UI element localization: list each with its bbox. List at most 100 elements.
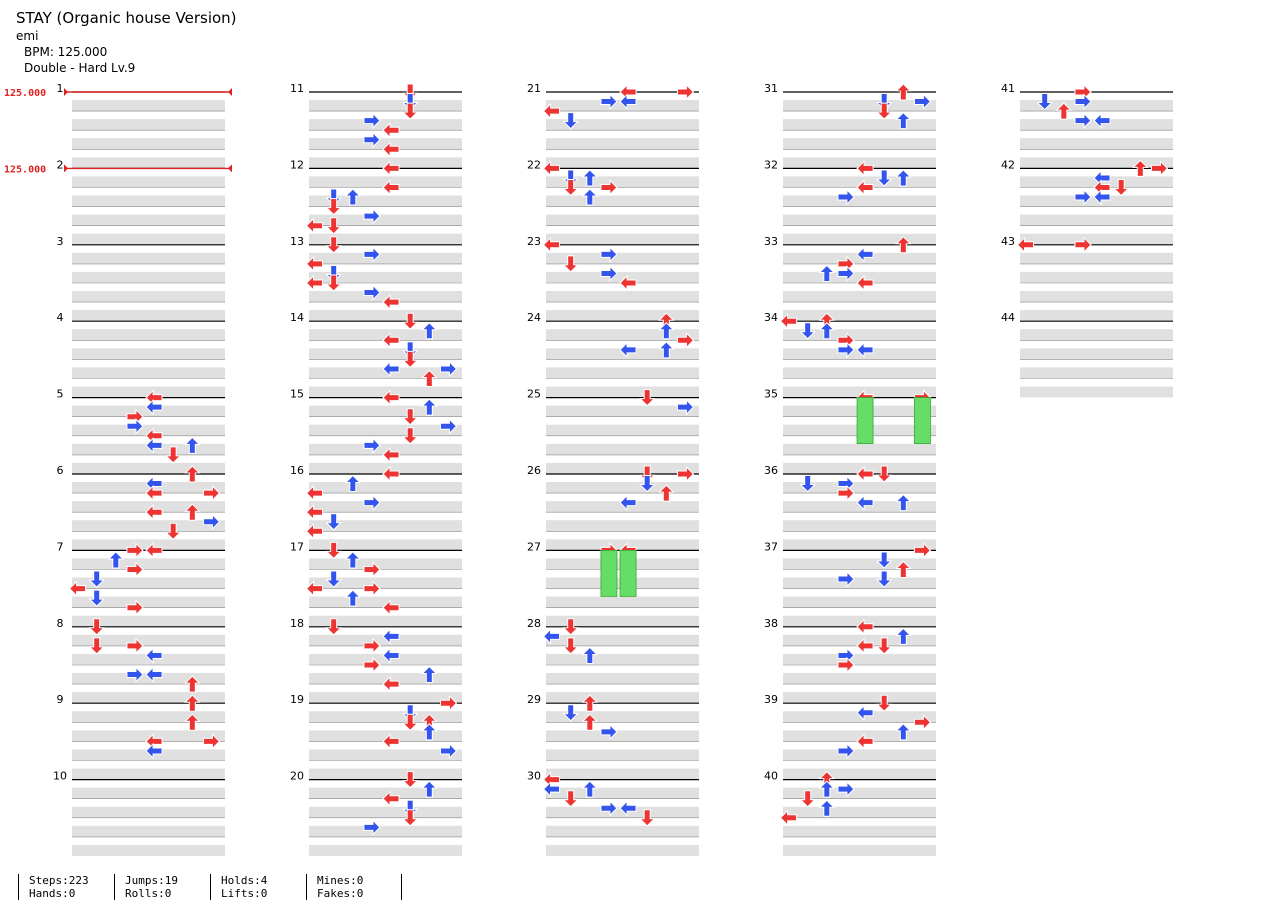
beat-band: [72, 520, 225, 532]
left-arrow-note: [382, 179, 400, 196]
measure-number: 22: [527, 158, 541, 171]
beat-band: [546, 615, 699, 627]
measure-number: 33: [764, 235, 778, 248]
down-arrow-note: [401, 427, 419, 445]
down-arrow-note: [401, 771, 419, 789]
down-arrow-note: [401, 312, 419, 330]
up-arrow-note: [344, 188, 362, 206]
beat-band: [783, 348, 936, 360]
left-arrow-note: [542, 236, 561, 254]
right-arrow-note: [363, 131, 381, 148]
right-arrow-note: [676, 332, 695, 349]
up-arrow-note: [818, 264, 836, 282]
left-arrow-note: [382, 389, 400, 406]
beat-band: [72, 711, 225, 723]
beat-band: [783, 329, 936, 341]
beat-band: [1020, 310, 1173, 322]
beat-band: [546, 405, 699, 417]
up-arrow-note: [184, 503, 201, 521]
up-arrow-note: [1132, 159, 1149, 177]
measure-number: 5: [57, 388, 64, 401]
beat-band: [72, 787, 225, 799]
left-arrow-note: [382, 647, 400, 664]
right-arrow-note: [439, 360, 458, 378]
left-arrow-note: [68, 580, 87, 597]
beat-band: [783, 252, 936, 264]
beat-band: [72, 100, 225, 111]
down-arrow-note: [325, 217, 342, 235]
right-arrow-note: [126, 599, 144, 616]
beat-band: [72, 424, 225, 436]
up-arrow-note: [344, 551, 362, 569]
left-arrow-note: [145, 647, 163, 664]
right-arrow-note: [363, 437, 381, 454]
left-arrow-note: [305, 580, 324, 597]
measure-number: 12: [290, 158, 304, 171]
left-arrow-note: [382, 628, 400, 645]
beat-band: [309, 768, 462, 780]
up-arrow-note: [184, 465, 201, 483]
bpm-value: 125.000: [4, 88, 46, 99]
beat-band: [309, 119, 462, 131]
beat-band: [783, 615, 936, 627]
beat-band: [72, 310, 225, 322]
step-chart: 1234567891011121314151617181920212223242…: [4, 82, 1173, 856]
beat-band: [1020, 176, 1173, 188]
beat-band: [546, 329, 699, 341]
left-arrow-note: [619, 83, 637, 101]
beat-band: [72, 176, 225, 188]
up-arrow-note: [581, 646, 599, 664]
left-arrow-note: [856, 160, 874, 177]
down-arrow-note: [88, 589, 105, 607]
left-arrow-note: [619, 274, 637, 292]
right-arrow-note: [837, 780, 855, 798]
beat-band: [309, 844, 462, 856]
beat-band: [546, 673, 699, 684]
beat-band: [546, 310, 699, 322]
beat-band: [309, 329, 462, 341]
measure-number: 28: [527, 617, 541, 630]
song-artist: emi: [16, 29, 39, 43]
beat-band: [783, 577, 936, 589]
down-arrow-note: [325, 570, 342, 588]
left-arrow-note: [1093, 188, 1111, 206]
stat-group: Mines:0 Fakes:0: [306, 874, 402, 900]
beat-band: [309, 596, 462, 608]
up-arrow-note: [107, 551, 125, 569]
right-arrow-note: [202, 513, 221, 530]
down-arrow-note: [401, 102, 419, 120]
left-arrow-note: [145, 542, 163, 559]
right-arrow-note: [837, 484, 855, 502]
measure-number: 3: [57, 235, 64, 248]
down-arrow-note: [1036, 93, 1053, 111]
left-arrow-note: [382, 733, 400, 750]
down-arrow-note: [401, 713, 419, 732]
hold-body: [600, 550, 618, 597]
up-arrow-note: [895, 493, 912, 512]
down-arrow-note: [562, 637, 579, 655]
beat-band: [546, 482, 699, 493]
right-arrow-note: [363, 112, 381, 129]
right-arrow-note: [126, 637, 144, 655]
beat-band: [783, 482, 936, 493]
down-arrow-note: [875, 551, 893, 569]
right-arrow-note: [913, 93, 932, 110]
beat-band: [783, 749, 936, 761]
right-arrow-note: [439, 418, 458, 435]
measure-number: 41: [1001, 82, 1015, 95]
right-arrow-note: [1074, 93, 1092, 110]
beat-band: [546, 634, 699, 646]
down-arrow-note: [562, 790, 579, 808]
beat-band: [309, 634, 462, 646]
up-arrow-note: [895, 560, 912, 578]
left-arrow-note: [856, 637, 874, 655]
beat-band: [72, 138, 225, 150]
beat-band: [783, 825, 936, 837]
beat-band: [1020, 138, 1173, 150]
beat-band: [546, 367, 699, 379]
beat-band: [72, 692, 225, 704]
beat-band: [783, 673, 936, 684]
beat-band: [1020, 157, 1173, 169]
left-arrow-note: [305, 523, 324, 540]
beat-band: [309, 482, 462, 493]
